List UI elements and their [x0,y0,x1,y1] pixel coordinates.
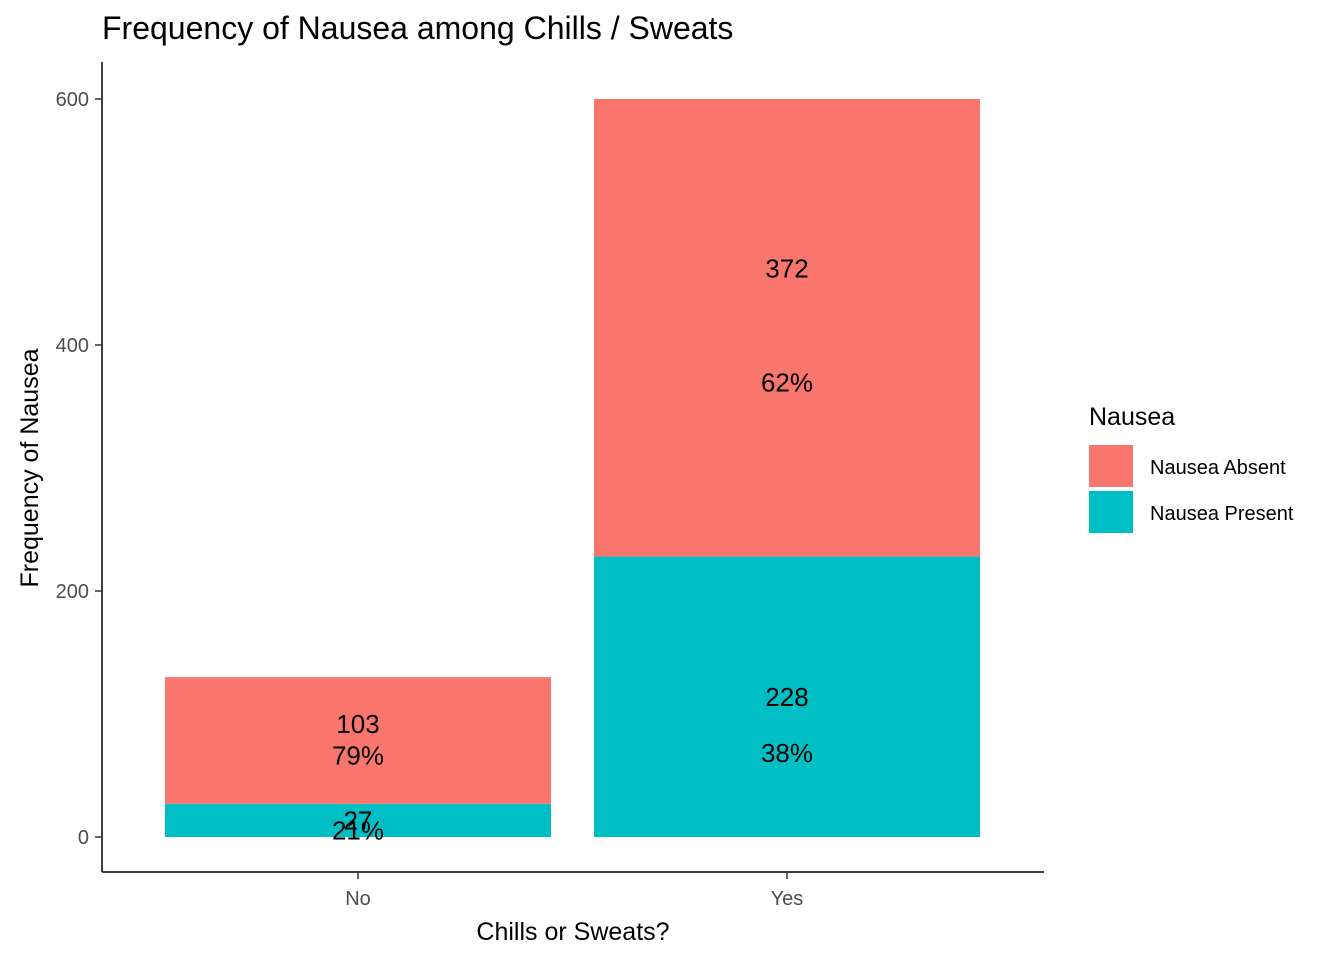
data-label-percent: 38% [761,738,813,768]
y-tick-label: 0 [78,827,89,849]
x-tick-label: Yes [771,888,804,910]
y-ticks-layer: 0 200 400 600 [56,89,102,849]
legend-swatch [1089,445,1133,487]
legend-label: Nausea Present [1150,503,1294,525]
data-label-count: 372 [765,253,808,283]
data-label-count: 103 [336,709,379,739]
legend-swatch [1089,491,1133,533]
data-label-percent: 21% [332,815,384,845]
data-label-percent: 62% [761,368,813,398]
y-axis-title: Frequency of Nausea [16,348,44,587]
data-label-percent: 79% [332,741,384,771]
bar-yes-nausea-absent [594,99,980,557]
legend-label: Nausea Absent [1150,457,1286,479]
y-tick-label: 600 [56,89,89,111]
legend: Nausea Nausea Absent Nausea Present [1089,403,1294,533]
bars-layer [165,99,980,837]
x-tick-label: No [345,888,371,910]
x-axis-title: Chills or Sweats? [476,918,669,946]
bar-no-nausea-present [165,803,551,837]
data-label-count: 228 [765,682,808,712]
bar-yes-nausea-present [594,556,980,837]
y-tick-label: 400 [56,335,89,357]
legend-title: Nausea [1089,403,1175,431]
bar-no-nausea-absent [165,677,551,804]
data-label-count: 27 [344,805,373,835]
x-ticks-layer: No Yes [345,872,803,910]
y-tick-label: 200 [56,581,89,603]
chart-title: Frequency of Nausea among Chills / Sweat… [102,10,734,46]
